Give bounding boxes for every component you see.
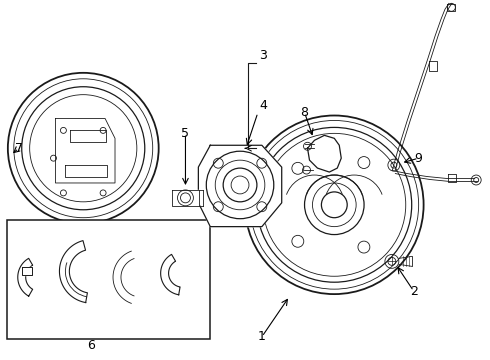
Text: 9: 9 — [415, 152, 422, 165]
Polygon shape — [172, 190, 199, 206]
Polygon shape — [18, 258, 33, 296]
Text: 2: 2 — [410, 285, 417, 298]
Text: 1: 1 — [258, 330, 266, 343]
Text: 4: 4 — [259, 99, 267, 112]
Polygon shape — [59, 240, 87, 302]
Polygon shape — [198, 145, 282, 227]
Bar — [7, 220, 210, 339]
Text: 5: 5 — [181, 127, 190, 140]
Polygon shape — [161, 255, 180, 295]
Text: 7: 7 — [15, 142, 23, 155]
Text: 6: 6 — [87, 339, 95, 352]
Text: 8: 8 — [300, 106, 309, 119]
Polygon shape — [71, 130, 106, 142]
Text: 3: 3 — [259, 49, 267, 63]
Polygon shape — [22, 267, 32, 275]
Polygon shape — [65, 165, 107, 177]
Polygon shape — [55, 118, 115, 183]
